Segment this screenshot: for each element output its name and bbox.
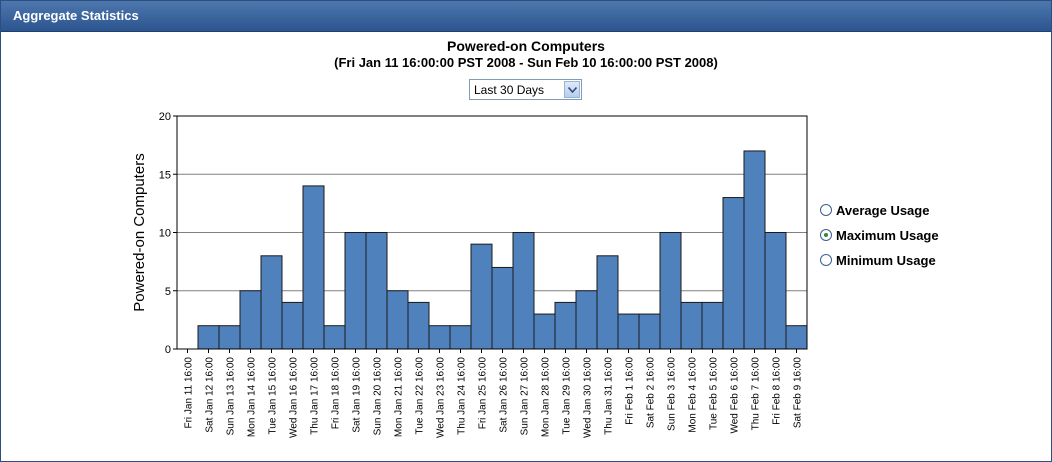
bar [449,325,472,350]
x-tick-label: Sat Jan 26 16:00 [499,357,510,433]
x-tick-label: Sat Jan 12 16:00 [205,357,216,433]
x-tick-label: Fri Feb 8 16:00 [772,357,783,425]
bar [428,325,451,350]
bar [197,325,220,350]
y-axis-label: Powered-on Computers [131,153,148,311]
bar [575,290,598,350]
x-tick-label: Wed Feb 6 16:00 [730,357,741,434]
bar [302,185,325,350]
bar [491,266,514,350]
y-tick-label: 0 [165,344,171,356]
x-tick-label: Wed Jan 30 16:00 [583,357,594,438]
bar [785,325,808,350]
x-tick-label: Fri Jan 25 16:00 [478,357,489,430]
x-tick-label: Tue Jan 22 16:00 [415,357,426,435]
bar [323,325,346,350]
bar [533,313,556,350]
x-tick-label: Sun Jan 27 16:00 [520,357,531,436]
maximum-usage-label: Maximum Usage [836,228,939,243]
time-range-select[interactable]: Last 30 Days [469,79,582,100]
x-tick-label: Sun Jan 20 16:00 [373,357,384,436]
panel-title: Aggregate Statistics [13,8,139,23]
y-tick-label: 5 [165,286,171,298]
bar [764,232,787,350]
bar [701,301,724,350]
y-tick-label: 10 [159,228,171,240]
bar [512,232,535,350]
bar [260,255,283,350]
bar [239,290,262,350]
panel-titlebar: Aggregate Statistics [1,1,1051,32]
maximum-usage-radio[interactable] [820,229,832,241]
y-tick-label: 15 [159,169,171,181]
y-tick-label: 20 [159,111,171,123]
x-tick-label: Thu Feb 7 16:00 [751,357,762,431]
x-tick-label: Thu Jan 31 16:00 [604,357,615,435]
x-tick-label: Thu Jan 24 16:00 [457,357,468,435]
x-tick-label: Sun Jan 13 16:00 [226,357,237,436]
x-tick-label: Mon Jan 14 16:00 [247,357,258,437]
bar [281,301,304,350]
bar [407,301,430,350]
x-tick-label: Mon Jan 28 16:00 [541,357,552,437]
x-tick-label: Fri Feb 1 16:00 [625,357,636,425]
x-tick-label: Sun Feb 3 16:00 [667,357,678,431]
x-tick-label: Thu Jan 17 16:00 [310,357,321,435]
bar [218,325,241,350]
minimum-usage-radio[interactable] [820,254,832,266]
x-tick-label: Wed Jan 16 16:00 [289,357,300,438]
chart-title: Powered-on Computers [447,38,605,54]
bar [386,290,409,350]
chevron-down-icon[interactable] [564,81,580,98]
chart-subtitle: (Fri Jan 11 16:00:00 PST 2008 - Sun Feb … [334,55,718,70]
x-tick-label: Sat Feb 2 16:00 [646,357,657,429]
bar [596,255,619,350]
x-tick-label: Sat Feb 9 16:00 [793,357,804,429]
x-tick-label: Wed Jan 23 16:00 [436,357,447,438]
x-tick-label: Mon Jan 21 16:00 [394,357,405,437]
minimum-usage-label: Minimum Usage [836,253,936,268]
average-usage-label: Average Usage [836,203,930,218]
bar [722,197,745,350]
plot-frame [176,115,808,350]
bar [344,232,367,350]
x-tick-label: Tue Feb 5 16:00 [709,357,720,430]
x-tick-label: Fri Jan 18 16:00 [331,357,342,430]
bar [659,232,682,350]
bar [638,313,661,350]
x-tick-label: Sat Jan 19 16:00 [352,357,363,433]
bar [743,150,766,350]
x-tick-label: Mon Feb 4 16:00 [688,357,699,433]
average-usage-radio[interactable] [820,204,832,216]
bar [617,313,640,350]
time-range-value: Last 30 Days [474,83,545,97]
x-tick-label: Fri Jan 11 16:00 [184,357,195,429]
bar [365,232,388,350]
bar [554,301,577,350]
x-tick-label: Tue Jan 15 16:00 [268,357,279,435]
x-tick-label: Tue Jan 29 16:00 [562,357,573,435]
bar [470,243,493,350]
bar [680,301,703,350]
